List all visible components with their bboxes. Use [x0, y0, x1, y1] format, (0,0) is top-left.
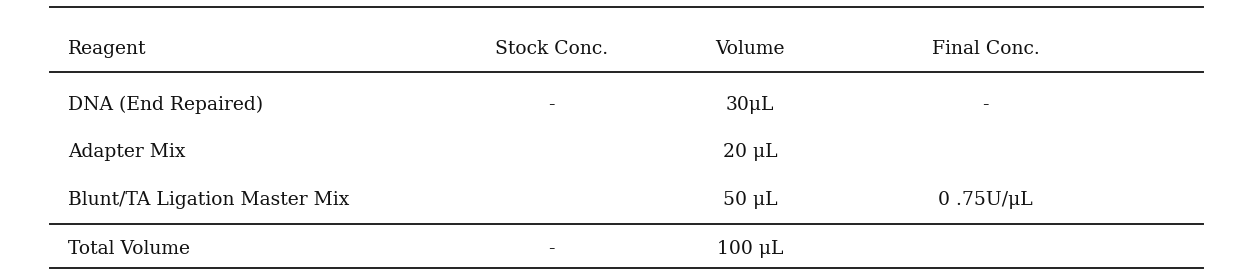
Text: Blunt/TA Ligation Master Mix: Blunt/TA Ligation Master Mix: [68, 191, 350, 209]
Text: -: -: [548, 240, 556, 258]
Text: 20 μL: 20 μL: [723, 143, 777, 161]
Text: -: -: [548, 96, 556, 114]
Text: Stock Conc.: Stock Conc.: [495, 40, 609, 58]
Text: DNA (End Repaired): DNA (End Repaired): [68, 95, 263, 114]
Text: Total Volume: Total Volume: [68, 240, 190, 258]
Text: -: -: [982, 96, 990, 114]
Text: 50 μL: 50 μL: [723, 191, 777, 209]
Text: 100 μL: 100 μL: [717, 240, 784, 258]
Text: 0 .75U/μL: 0 .75U/μL: [939, 191, 1033, 209]
Text: Adapter Mix: Adapter Mix: [68, 143, 186, 161]
Text: 30μL: 30μL: [725, 96, 775, 114]
Text: Reagent: Reagent: [68, 40, 146, 58]
Text: Volume: Volume: [715, 40, 785, 58]
Text: Final Conc.: Final Conc.: [932, 40, 1039, 58]
